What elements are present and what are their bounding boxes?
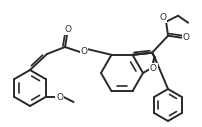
Text: O: O [81,46,87,55]
Text: O: O [150,64,157,73]
Text: O: O [56,92,63,101]
Text: O: O [64,26,72,35]
Text: O: O [183,33,190,42]
Text: O: O [160,13,167,22]
